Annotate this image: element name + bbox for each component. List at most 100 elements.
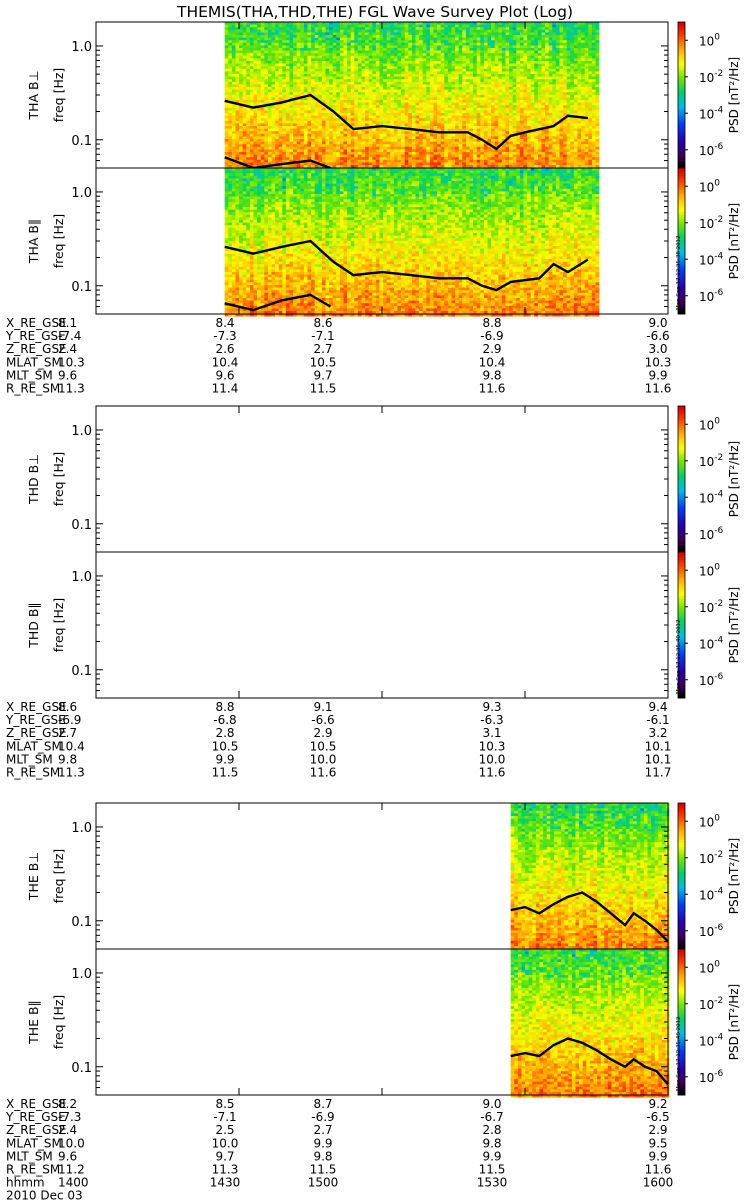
spectrogram-cell (379, 87, 384, 90)
spectrogram-cell (365, 50, 369, 54)
spectrogram-cell (332, 87, 337, 90)
spectrogram-cell (267, 55, 272, 59)
spectrogram-cell (451, 133, 456, 137)
spectrogram-cell (314, 55, 319, 59)
spectrogram-cell (307, 100, 312, 103)
spectrogram-cell (347, 61, 351, 64)
spectrogram-cell (267, 66, 272, 70)
spectrogram-cell (318, 29, 323, 33)
spectrogram-cell (476, 141, 481, 145)
spectrogram-cell (383, 71, 387, 75)
spectrogram-cell (447, 71, 452, 75)
spectrogram-cell (397, 154, 402, 158)
spectrogram-cell (433, 126, 438, 129)
spectrogram-cell (487, 120, 492, 124)
spectrogram-cell (433, 53, 438, 57)
spectrogram-cell (534, 131, 539, 135)
spectrogram-cell (239, 107, 243, 111)
spectrogram-cell (455, 94, 459, 98)
spectrogram-cell (282, 139, 287, 142)
spectrogram-cell (498, 100, 503, 103)
spectrogram-cell (242, 165, 247, 168)
spectrogram-cell (505, 149, 510, 153)
spectrogram-cell (332, 22, 337, 25)
spectrogram-cell (282, 141, 287, 145)
spectrogram-cell (426, 120, 431, 124)
spectrogram-cell (275, 157, 279, 161)
spectrogram-cell (239, 94, 243, 98)
spectrogram-cell (336, 131, 341, 135)
spectrogram-cell (325, 146, 330, 150)
spectrogram-cell (501, 133, 506, 137)
spectrogram-cell (365, 45, 369, 49)
spectrogram-cell (278, 40, 283, 44)
spectrogram-cell (296, 113, 301, 116)
spectrogram-cell (354, 87, 359, 90)
spectrogram-cell (465, 165, 470, 168)
spectrogram-cell (365, 152, 369, 155)
spectrogram-cell (537, 58, 542, 62)
spectrogram-cell (329, 63, 333, 67)
spectrogram-cell (271, 94, 276, 98)
spectrogram-cell (278, 120, 283, 124)
spectrogram-cell (408, 48, 413, 51)
spectrogram-cell (361, 24, 366, 28)
spectrogram-cell (325, 123, 330, 127)
spectrogram-cell (253, 40, 258, 44)
spectrogram-cell (228, 61, 233, 64)
spectrogram-cell (275, 141, 279, 145)
spectrogram-cell (483, 139, 488, 142)
spectrogram-cell (393, 55, 398, 59)
spectrogram-cell (365, 159, 369, 163)
spectrogram-cell (498, 94, 503, 98)
spectrogram-cell (231, 94, 236, 98)
spectrogram-cell (487, 131, 492, 135)
spectrogram-cell (267, 92, 272, 96)
spectrogram-cell (440, 68, 445, 72)
spectrogram-cell (404, 144, 409, 148)
spectrogram-cell (289, 68, 294, 72)
figure-title: THEMIS(THA,THD,THE) FGL Wave Survey Plot… (176, 3, 573, 21)
spectrogram-cell (383, 50, 387, 54)
spectrogram-cell (422, 48, 427, 51)
spectrogram-cell (264, 24, 269, 28)
spectrogram-cell (534, 45, 539, 49)
spectrogram-cell (275, 68, 279, 72)
spectrogram-cell (300, 144, 305, 148)
spectrogram-cell (469, 42, 474, 46)
spectrogram-cell (249, 79, 254, 83)
spectrogram-cell (379, 146, 384, 150)
spectrogram-cell (275, 118, 279, 122)
spectrogram-cell (368, 53, 373, 57)
spectrogram-cell (455, 50, 459, 54)
spectrogram-cell (311, 24, 315, 28)
spectrogram-cell (357, 94, 362, 98)
spectrogram-cell (527, 146, 531, 150)
spectrogram-cell (415, 79, 420, 83)
spectrogram-cell (462, 128, 467, 132)
spectrogram-cell (300, 63, 305, 67)
spectrogram-cell (228, 113, 233, 116)
spectrogram-cell (339, 149, 344, 153)
spectrogram-cell (314, 74, 319, 77)
spectrogram-cell (257, 154, 261, 158)
spectrogram-cell (404, 53, 409, 57)
spectrogram-cell (390, 159, 395, 163)
spectrogram-cell (235, 126, 240, 129)
spectrogram-cell (393, 118, 398, 122)
spectrogram-cell (487, 154, 492, 158)
spectrogram-cell (224, 76, 229, 80)
spectrogram-cell (447, 100, 452, 103)
spectrogram-cell (282, 110, 287, 114)
spectrogram-cell (473, 71, 477, 75)
spectrogram-cell (235, 94, 240, 98)
spectrogram-cell (440, 107, 445, 111)
spectrogram-cell (408, 113, 413, 116)
spectrogram-cell (336, 42, 341, 46)
spectrogram-cell (282, 113, 287, 116)
spectrogram-cell (246, 139, 251, 142)
spectrogram-cell (339, 27, 344, 31)
spectrogram-cell (498, 32, 503, 36)
spectrogram-cell (451, 92, 456, 96)
spectrogram-cell (494, 37, 499, 41)
